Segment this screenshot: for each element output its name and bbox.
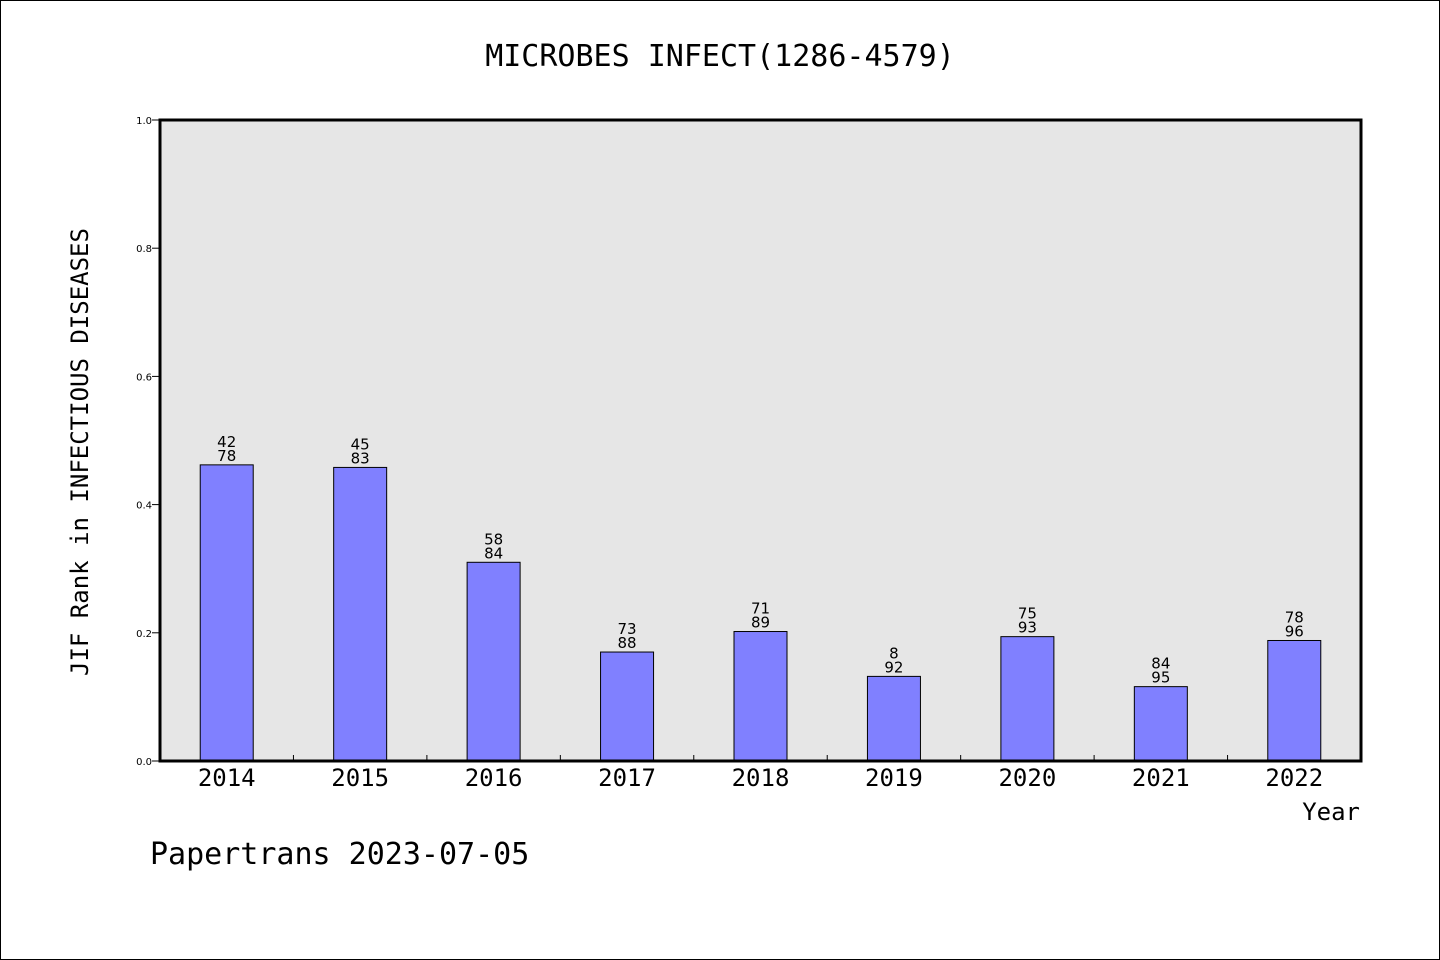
y-axis-label: JIF Rank in INFECTIOUS DISEASES: [66, 228, 94, 676]
x-tick-label: 2020: [998, 764, 1056, 792]
data-label-total: 84: [484, 544, 503, 562]
x-axis-ticks: 2014 2015 2016 2017 2018 2019 2020 2021 2022: [198, 755, 1323, 792]
x-tick-label: 2018: [732, 764, 790, 792]
bar-2014: [199, 464, 254, 762]
data-label-rank: 71: [751, 600, 770, 618]
x-tick-label: 2021: [1132, 764, 1190, 792]
data-label-total: 83: [351, 449, 370, 467]
plot-border: [158, 118, 1363, 763]
data-label-rank: 42: [217, 433, 236, 451]
data-label-rank: 73: [618, 620, 637, 638]
y-tick-label: 0.4: [136, 501, 152, 512]
data-label-rank: 58: [484, 530, 503, 548]
bar-2016: [466, 561, 521, 762]
bar-2015: [333, 466, 388, 762]
bar-2019: [866, 675, 921, 762]
bar-2017: [600, 651, 655, 762]
y-tick-label: 0.8: [136, 244, 152, 255]
data-label-total: 96: [1285, 622, 1304, 640]
data-label-total: 92: [884, 658, 903, 676]
y-tick-label: 1.0: [136, 116, 152, 127]
y-tick-label: 0.6: [136, 372, 152, 383]
y-tick-label: 0.0: [136, 757, 152, 768]
x-tick-label: 2019: [865, 764, 923, 792]
data-label-rank: 45: [351, 435, 370, 453]
x-tick-label: 2022: [1265, 764, 1323, 792]
footer-watermark: Papertrans 2023-07-05: [150, 837, 529, 872]
y-axis-ticks: 0.0 0.2 0.4 0.6 0.8 1.0: [136, 116, 160, 768]
data-label-total: 88: [618, 634, 637, 652]
x-tick-label: 2014: [198, 764, 256, 792]
x-axis-label: Year: [1302, 798, 1360, 826]
data-label-total: 95: [1151, 669, 1170, 687]
data-label-total: 89: [751, 614, 770, 632]
x-tick-label: 2017: [598, 764, 656, 792]
data-label-total: 93: [1018, 619, 1037, 637]
x-tick-label: 2016: [465, 764, 523, 792]
bar-2021: [1133, 686, 1188, 762]
bar-2020: [1000, 636, 1055, 762]
x-tick-label: 2015: [331, 764, 389, 792]
data-label-total: 78: [217, 447, 236, 465]
bars-group: [199, 464, 1322, 762]
chart-title: MICROBES INFECT(1286-4579): [485, 39, 955, 74]
y-tick-label: 0.2: [136, 629, 152, 640]
data-label-rank: 75: [1018, 605, 1037, 623]
data-label-rank: 84: [1151, 655, 1170, 673]
data-label-rank: 78: [1285, 608, 1304, 626]
data-label-rank: 8: [889, 644, 899, 662]
bar-2018: [733, 631, 788, 762]
bar-2022: [1267, 639, 1322, 762]
